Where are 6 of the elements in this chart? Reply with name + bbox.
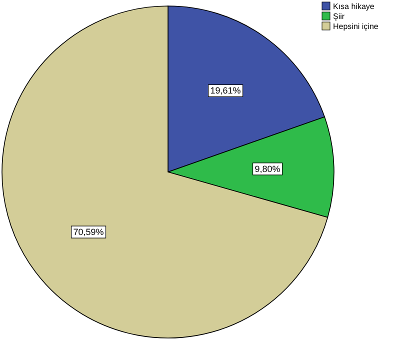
data-label: 19,61% xyxy=(210,86,241,96)
data-label: 9,80% xyxy=(254,164,280,174)
data-label: 70,59% xyxy=(73,227,104,238)
legend-label: Kısa hikaye xyxy=(333,2,375,11)
legend-label: Şiir xyxy=(333,12,345,21)
legend-label: Hepsini içine xyxy=(333,22,379,31)
